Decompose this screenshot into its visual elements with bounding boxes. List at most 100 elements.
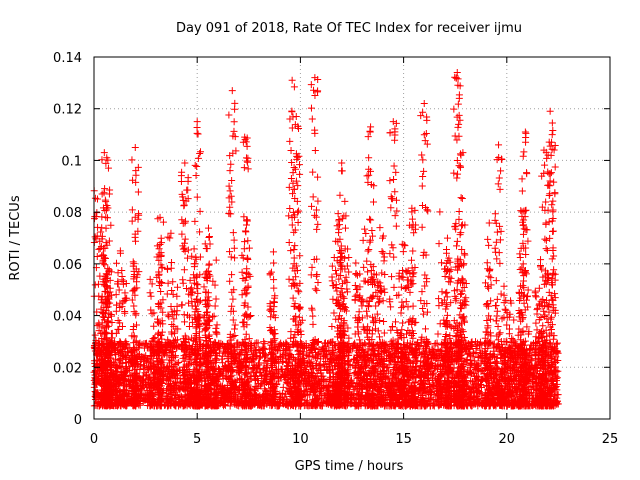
data-point — [134, 210, 142, 218]
data-point — [196, 297, 204, 305]
data-point — [279, 383, 287, 391]
data-point — [317, 355, 325, 363]
data-point — [296, 170, 304, 178]
data-point — [469, 384, 477, 392]
data-point — [225, 210, 233, 218]
data-point — [314, 197, 322, 205]
data-point — [193, 193, 201, 201]
data-point — [285, 275, 293, 283]
data-point — [178, 216, 186, 224]
data-point — [314, 278, 322, 286]
data-point — [418, 368, 426, 376]
grid-lines — [94, 57, 610, 419]
data-point — [250, 372, 258, 380]
data-point — [184, 246, 192, 254]
data-point — [231, 321, 239, 329]
data-point — [190, 245, 198, 253]
data-point — [229, 229, 237, 237]
data-point — [308, 304, 316, 312]
data-point — [178, 230, 186, 238]
data-point — [470, 349, 478, 357]
data-point — [178, 301, 186, 309]
data-point — [289, 294, 297, 302]
data-point — [102, 198, 110, 206]
data-point — [179, 276, 187, 284]
data-point — [382, 340, 390, 348]
data-point — [286, 205, 294, 213]
data-point — [311, 211, 319, 219]
data-point — [244, 165, 252, 173]
data-point — [287, 247, 295, 255]
data-point — [128, 156, 136, 164]
data-point — [159, 218, 167, 226]
data-point — [180, 266, 188, 274]
data-point — [308, 202, 316, 210]
data-point — [241, 238, 249, 246]
data-point — [311, 129, 319, 137]
data-point — [184, 174, 192, 182]
data-point — [128, 217, 136, 225]
data-point — [134, 188, 142, 196]
data-point — [309, 312, 317, 320]
data-point — [309, 320, 317, 328]
data-point — [132, 237, 140, 245]
data-point — [126, 371, 134, 379]
data-point — [426, 390, 434, 398]
data-point — [102, 224, 110, 232]
data-point — [386, 356, 394, 364]
data-point — [313, 225, 321, 233]
data-point — [308, 263, 316, 271]
data-point — [230, 118, 238, 126]
data-point — [314, 220, 322, 228]
data-point — [285, 238, 293, 246]
data-point — [467, 377, 475, 385]
data-point — [311, 147, 319, 155]
data-point — [111, 355, 119, 363]
data-point — [277, 339, 285, 347]
data-point — [178, 168, 186, 176]
data-point — [228, 302, 236, 310]
data-point — [230, 244, 238, 252]
data-point — [260, 338, 268, 346]
data-point — [313, 286, 321, 294]
data-point — [467, 393, 475, 401]
data-point — [290, 185, 298, 193]
data-point — [312, 272, 320, 280]
data-point — [105, 190, 113, 198]
data-point — [231, 332, 239, 340]
data-point — [286, 137, 294, 145]
data-point — [229, 316, 237, 324]
data-point — [193, 162, 201, 170]
data-point — [262, 387, 270, 395]
data-point — [196, 148, 204, 156]
data-point — [552, 377, 560, 385]
data-point — [192, 171, 200, 179]
data-point — [221, 363, 229, 371]
data-point — [230, 236, 238, 244]
data-point — [480, 358, 488, 366]
data-point — [225, 111, 233, 119]
data-point — [240, 164, 248, 172]
data-point — [431, 341, 439, 349]
data-point — [254, 339, 262, 347]
data-point — [162, 364, 170, 372]
data-point — [309, 193, 317, 201]
data-point — [275, 342, 283, 350]
data-point — [288, 108, 296, 116]
data-point — [102, 213, 110, 221]
data-point — [157, 288, 165, 296]
data-point — [191, 217, 199, 225]
data-point — [309, 168, 317, 176]
data-point — [307, 104, 315, 112]
data-point — [470, 392, 478, 400]
data-point — [280, 393, 288, 401]
data-point — [324, 384, 332, 392]
data-point — [290, 83, 298, 91]
data-point — [226, 277, 234, 285]
data-point — [244, 256, 252, 264]
data-point — [179, 279, 187, 287]
data-point — [490, 374, 498, 382]
data-point — [181, 318, 189, 326]
data-point — [231, 105, 239, 113]
